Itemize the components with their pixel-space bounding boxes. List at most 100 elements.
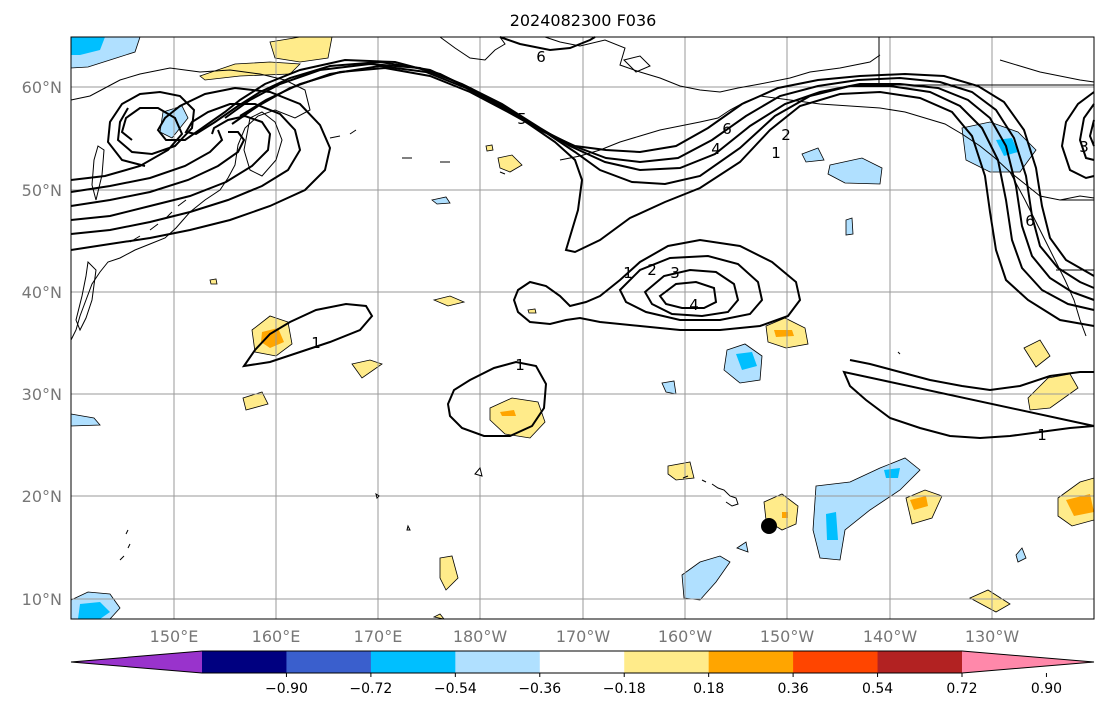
island-hawaii-chain (682, 475, 739, 507)
colorbar-outline (70, 650, 1095, 674)
lon-label: 180°W (453, 627, 508, 646)
contour-north-6 (499, 36, 596, 52)
contour-label: 1 (623, 264, 633, 282)
map-gridlines (71, 37, 1094, 619)
longitude-labels: 150°E 160°E 170°E 180°W 170°W 160°W 150°… (150, 627, 1020, 646)
field-blue-small5 (1015, 547, 1027, 563)
island-small-3 (406, 524, 411, 531)
colorbar: −0.90 −0.72 −0.54 −0.36 −0.18 0.18 0.36 0.54 0.7… (70, 650, 1095, 697)
field-yellow-east4-core (1066, 494, 1094, 516)
field-yellow-small7 (527, 308, 537, 314)
coast-alaska (544, 36, 881, 93)
island-small-5 (897, 351, 901, 355)
field-blue-nw-core (71, 37, 105, 55)
island-small-1 (474, 466, 483, 477)
field-blue-hawaii-ne-core (736, 352, 757, 370)
field-yellow-bering (269, 36, 333, 63)
colorbar-tick-label: 0.72 (946, 681, 977, 697)
contour-east-swirl (1060, 91, 1095, 180)
colorbar-segment (624, 651, 710, 673)
contour-label: 1 (771, 144, 781, 162)
colorbar-segment (793, 651, 879, 673)
field-yellow-small1 (485, 144, 494, 152)
lat-label: 40°N (22, 283, 62, 302)
lon-label: 150°E (150, 627, 199, 646)
colorbar-tick-label: 0.90 (1031, 681, 1062, 697)
field-yellow-mid-core (774, 330, 794, 337)
field-yellow-east2 (1027, 373, 1079, 411)
coast-alaska-pen (559, 95, 761, 161)
lat-label: 30°N (22, 385, 62, 404)
coast-asia (70, 67, 311, 341)
lon-label: 140°W (863, 627, 918, 646)
coast-islands-north (999, 59, 1095, 83)
colorbar-segment (455, 651, 541, 673)
lon-label: 150°W (760, 627, 815, 646)
field-yellow-small8 (209, 278, 218, 285)
field-blue-sw-core (78, 602, 110, 619)
field-blue-gulf1 (801, 147, 825, 163)
colorbar-segment (708, 651, 794, 673)
colorbar-tick-label: 0.54 (862, 681, 893, 697)
field-yellow-small2 (432, 295, 466, 307)
coast-alaska-west (439, 36, 506, 61)
map-title: 2024082300 F036 (510, 11, 657, 30)
contour-label: 6 (1025, 212, 1035, 230)
colorbar-tick-label: 0.18 (693, 681, 724, 697)
location-marker (761, 518, 777, 534)
coast-japan (75, 260, 97, 332)
field-yellow-okhotsk (199, 61, 301, 81)
field-yellow-south (969, 589, 1011, 613)
contour-north-jet-5 (70, 66, 1095, 277)
islands (119, 129, 901, 561)
contour-label: 2 (647, 261, 657, 279)
lon-label: 130°W (965, 627, 1020, 646)
coast-sakhalin (91, 145, 105, 201)
contour-low-2 (618, 254, 764, 321)
contour-label: 1 (515, 356, 525, 374)
contour-label: 6 (536, 48, 546, 66)
lat-label: 60°N (22, 78, 62, 97)
contour-label: 4 (711, 140, 721, 158)
colorbar-segment (877, 651, 963, 673)
coast-gulf-alaska (759, 95, 1095, 201)
field-yellow-small3 (351, 359, 383, 379)
contour-dateline (446, 360, 548, 437)
contour-label: 3 (670, 264, 680, 282)
contour-low-3 (643, 268, 740, 318)
colorbar-segment (286, 651, 372, 673)
contour-north-jet-4 (70, 64, 1095, 289)
colorbar-extend-low (71, 651, 202, 673)
contour-east-30 (842, 359, 1095, 440)
latitude-labels: 60°N 50°N 40°N 30°N 20°N 10°N (22, 78, 62, 609)
contour-japan (241, 302, 374, 368)
field-yellow-dateline-core (500, 410, 516, 416)
field-blue-south (681, 555, 731, 601)
field-yellow-small6 (432, 613, 445, 620)
lon-label: 160°E (252, 627, 301, 646)
contour-asia-swirl (70, 90, 196, 181)
colorbar-segment (370, 651, 456, 673)
contour-label: 1 (311, 334, 321, 352)
map-frame (70, 36, 1095, 620)
field-yellow-east1 (1023, 339, 1051, 368)
colorbar-tick-label: −0.18 (603, 681, 646, 697)
field-yellow-small5 (439, 555, 459, 591)
contour-north-jet-3 (70, 62, 1095, 301)
lon-label: 170°W (556, 627, 611, 646)
colorbar-tick-label: 0.36 (778, 681, 809, 697)
contour-low-1 (512, 238, 802, 331)
contour-label: 5 (517, 110, 527, 128)
contours (70, 36, 1095, 440)
contour-label: 4 (689, 296, 699, 314)
field-blue-small1 (431, 196, 451, 205)
field-yellow-dateline (489, 397, 546, 439)
lat-label: 20°N (22, 487, 62, 506)
lon-label: 170°E (354, 627, 403, 646)
island-small-4 (119, 529, 131, 561)
contour-label: 1 (1037, 426, 1047, 444)
field-blue-east20 (812, 457, 921, 561)
colorbar-segment (539, 651, 625, 673)
contour-low-4 (658, 280, 718, 309)
